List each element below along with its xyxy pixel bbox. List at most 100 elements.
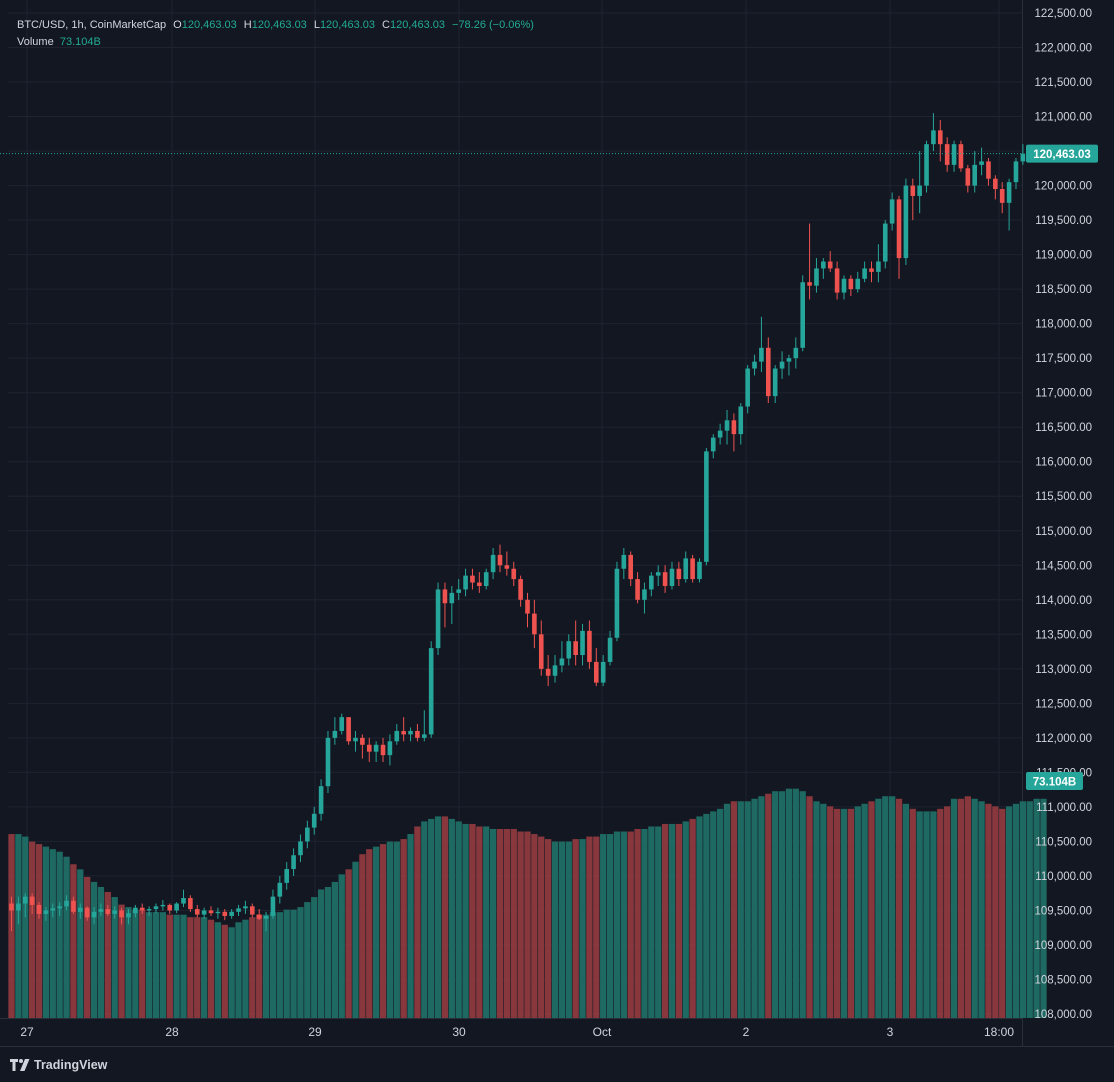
price-tick-label: 109,000.00: [1034, 940, 1092, 952]
volume-bar: [668, 823, 676, 1018]
volume-bar: [558, 841, 566, 1018]
candle-body: [552, 665, 558, 676]
volume-bar: [187, 917, 194, 1018]
candle-body: [979, 161, 984, 165]
candle-body: [325, 737, 331, 787]
tradingview-logo-icon: [10, 1059, 30, 1071]
price-axis[interactable]: 122,500.00 122,000.00 121,500.00 121,000.00…: [1034, 8, 1092, 1021]
candle-body: [422, 734, 427, 738]
volume-bar: [641, 829, 648, 1018]
candle-body: [133, 907, 138, 914]
candle-body: [153, 906, 159, 910]
volume-bar: [854, 806, 861, 1018]
volume-bar: [889, 796, 896, 1018]
volume-bar: [517, 831, 524, 1018]
legend-symbol[interactable]: BTC/USD, 1h, CoinMarketCap: [17, 19, 167, 31]
volume-bar: [166, 914, 173, 1018]
price-tick-label: 110,000.00: [1035, 871, 1092, 883]
candle-body: [697, 561, 702, 580]
legend-high-label: H: [243, 19, 252, 31]
candle-body: [270, 896, 276, 916]
volume-bar: [201, 917, 208, 1018]
volume-bar: [483, 826, 490, 1018]
volume-bar: [242, 919, 249, 1018]
legend-low-label: L: [313, 19, 320, 31]
candle-body: [525, 599, 530, 614]
volume-bar: [373, 846, 380, 1018]
volume-bar: [950, 798, 958, 1018]
candle-body: [64, 900, 69, 907]
volume-bar: [1005, 806, 1013, 1018]
candle-body: [222, 911, 228, 916]
volume-bar: [304, 902, 311, 1018]
legend-change: −78.26 (−0.06%): [452, 19, 534, 31]
price-tick-label: 110,500.00: [1035, 836, 1092, 848]
volume-bar: [434, 816, 442, 1018]
volume-bar: [600, 834, 607, 1018]
candle-body: [738, 406, 744, 435]
candle-body: [401, 730, 406, 735]
volume-bar: [15, 834, 22, 1018]
volume-bar: [29, 841, 36, 1018]
candle-body: [167, 904, 173, 911]
candle-body: [545, 668, 551, 676]
candle-body: [924, 144, 929, 186]
candle-body: [518, 579, 523, 600]
candle-body: [834, 268, 840, 293]
candle-body: [263, 915, 269, 919]
volume-bar: [180, 914, 187, 1018]
candle-body: [366, 744, 372, 752]
price-tick-label: 118,500.00: [1035, 284, 1092, 296]
volume-bar: [744, 801, 751, 1018]
volume-bar: [895, 798, 903, 1018]
volume-bar: [964, 796, 971, 1018]
candle-body: [993, 178, 998, 190]
candle-body: [793, 347, 799, 359]
volume-bar: [785, 788, 793, 1018]
volume-bar: [737, 801, 744, 1018]
candle-body: [649, 575, 654, 590]
candle-body: [766, 347, 771, 397]
candle-body: [71, 900, 76, 912]
candle-body: [387, 741, 393, 756]
candle-body: [662, 572, 668, 586]
candle-body: [284, 869, 289, 883]
legend-volume-label[interactable]: Volume: [17, 36, 54, 48]
volume-bar: [249, 917, 256, 1018]
candle-body: [710, 437, 716, 452]
candle-body: [676, 568, 682, 580]
candle-body: [999, 189, 1005, 203]
candle-body: [717, 430, 723, 438]
volume-bar: [235, 922, 242, 1018]
volume-bar: [428, 818, 435, 1018]
volume-bar: [345, 869, 352, 1018]
volume-bar: [35, 844, 43, 1018]
volume-bar: [730, 801, 738, 1018]
price-tick-label: 122,500.00: [1034, 8, 1092, 20]
candle-body: [1006, 182, 1012, 203]
candle-body: [236, 908, 241, 912]
volume-bar: [262, 914, 270, 1018]
volume-bar: [799, 791, 806, 1018]
candle-body: [470, 575, 475, 583]
volume-bar: [813, 801, 820, 1018]
volume-bar: [992, 806, 999, 1018]
volume-bar: [276, 912, 283, 1018]
volume-bar: [22, 836, 29, 1018]
candle-body: [181, 898, 186, 904]
footer-brand[interactable]: TradingView: [10, 1056, 107, 1074]
volume-bar: [462, 823, 469, 1018]
candle-body: [346, 717, 351, 742]
candle-body: [972, 164, 977, 186]
price-tick-label: 112,500.00: [1035, 698, 1092, 710]
candle-body: [29, 896, 35, 905]
volume-bar: [937, 808, 944, 1018]
time-tick-label: 18:00: [984, 1025, 1014, 1039]
candle-body: [938, 130, 943, 145]
price-tick-label: 117,500.00: [1035, 353, 1092, 365]
time-axis[interactable]: 27 28 29 30 Oct 2 3 18:00: [20, 1025, 1014, 1039]
candle-body: [201, 910, 207, 915]
price-tick-label: 116,500.00: [1035, 422, 1092, 434]
candle-body: [435, 589, 441, 649]
